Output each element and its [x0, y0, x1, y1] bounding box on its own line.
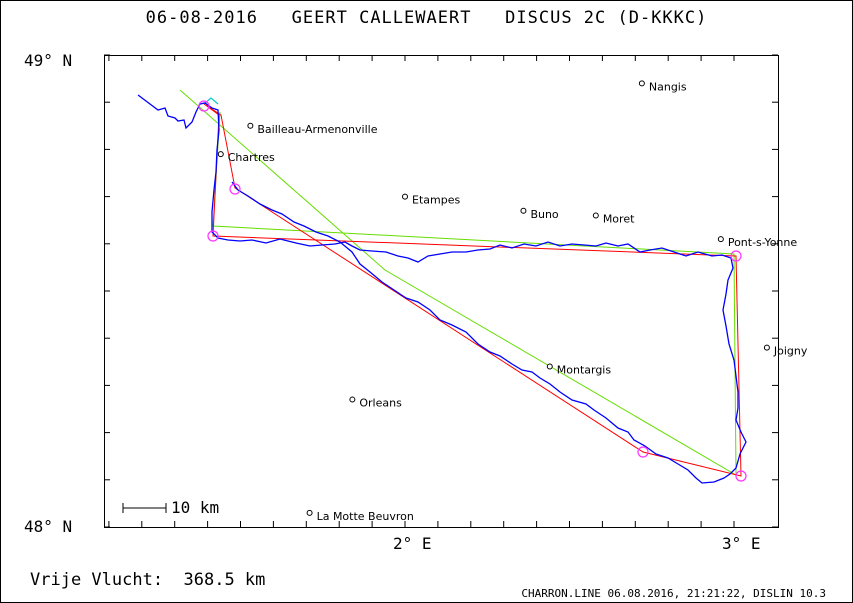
- town-label: Bailleau-Armenonville: [257, 123, 377, 136]
- town-marker: [763, 344, 770, 351]
- axis-ticks: [104, 54, 778, 528]
- scale-bar: 10 km: [122, 498, 219, 517]
- flight-track: [137, 94, 747, 484]
- town-label: Joigny: [773, 345, 808, 358]
- turnpoint-5: [637, 446, 649, 458]
- turnpoint-start: [198, 100, 210, 112]
- town-marker: [402, 193, 408, 200]
- town-marker: [247, 122, 254, 129]
- town-label: Buno: [530, 208, 558, 221]
- lat-max-label: 49° N: [24, 51, 72, 70]
- town-marker: [520, 207, 527, 214]
- town-marker: [717, 236, 724, 243]
- map-title: 06-08-2016 GEERT CALLEWAERT DISCUS 2C (D…: [145, 8, 708, 28]
- town-label: Montargis: [557, 364, 612, 377]
- town-marker: [306, 509, 313, 516]
- town-label: Moret: [603, 212, 635, 225]
- plot-frame: [104, 55, 779, 528]
- town-label: La Motte Beuvron: [317, 510, 414, 523]
- town-label: Nangis: [649, 80, 687, 93]
- scale-bar-label: 10 km: [171, 498, 219, 517]
- task-route-line: [203, 103, 742, 477]
- town-marker: [638, 80, 645, 87]
- alt-route-line: [179, 89, 737, 476]
- turnpoint-4: [735, 470, 747, 482]
- town-layer: Nangis Bailleau-Armenonville Chartres Etamp…: [217, 80, 808, 523]
- lon-label-2e: 2° E: [393, 534, 432, 553]
- turnpoint-markers: [198, 100, 747, 482]
- free-flight-distance: Vrije Vlucht: 368.5 km: [30, 570, 266, 590]
- turnpoint-3: [730, 250, 742, 262]
- turnpoint-2: [207, 230, 219, 242]
- lon-label-3e: 3° E: [722, 534, 761, 553]
- town-label: Chartres: [228, 151, 275, 164]
- town-marker: [592, 212, 599, 219]
- town-label: Orleans: [359, 397, 402, 410]
- file-info: CHARRON.LINE 06.08.2016, 21:21:22, DISLI…: [521, 587, 826, 600]
- town-marker: [217, 151, 224, 158]
- turnpoint-1: [229, 183, 241, 195]
- town-marker: [349, 396, 356, 403]
- lat-min-label: 48° N: [24, 517, 72, 536]
- town-label: Etampes: [412, 194, 460, 207]
- town-marker: [546, 363, 553, 370]
- town-label: Pont-s-Yonne: [728, 236, 798, 249]
